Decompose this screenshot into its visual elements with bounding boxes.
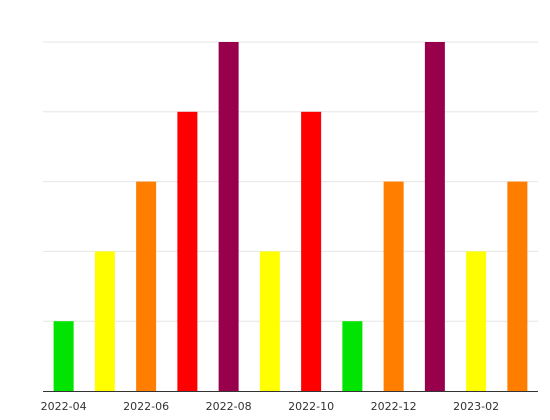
bar-2022-04 [53,321,74,391]
x-tick-label: 2022-08 [206,400,252,413]
bar-2023-02 [466,251,487,391]
x-tick-label: 2022-10 [288,400,334,413]
bar-2022-06 [136,181,157,391]
bar-2022-12 [383,181,404,391]
bar-2022-07 [177,111,198,392]
x-tick-labels: 2022-04 2022-06 2022-08 2022-10 2022-12 2023-… [41,400,499,413]
bar-2023-01 [424,42,445,391]
gridlines [43,41,538,322]
bar-2022-05 [94,251,115,391]
bar-2022-09 [259,251,280,391]
x-tick-label: 2023-02 [453,400,499,413]
bar-2023-03 [507,181,528,391]
bar-2022-08 [218,42,239,391]
x-tick-label: 2022-06 [123,400,169,413]
bar-2022-11 [342,321,363,391]
x-tick-label: 2022-04 [41,400,87,413]
bar-2022-10 [301,111,322,392]
bars [53,42,528,392]
x-tick-label: 2022-12 [371,400,417,413]
